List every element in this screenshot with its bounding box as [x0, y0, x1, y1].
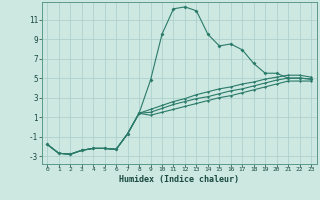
X-axis label: Humidex (Indice chaleur): Humidex (Indice chaleur) [119, 175, 239, 184]
